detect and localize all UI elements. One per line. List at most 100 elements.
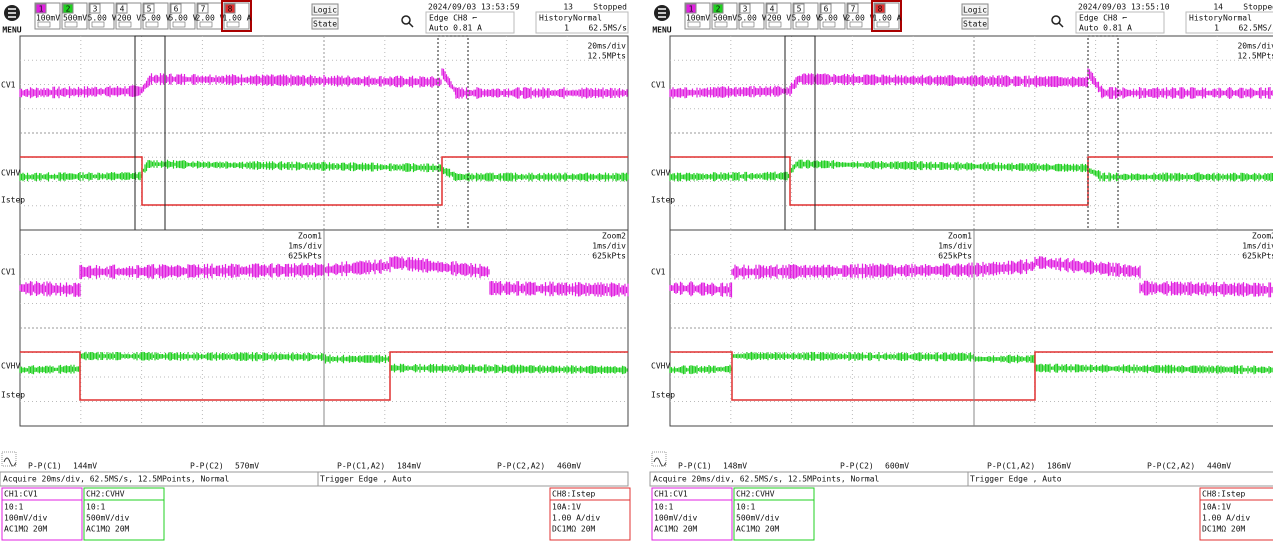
trace-label: Istep [1,196,25,205]
channel-scale: 5.00 V [169,14,198,23]
channel-button[interactable]: 55.00 V [142,3,171,29]
timebase: 20ms/div [1237,42,1273,51]
trace-label: CVHV [1,169,20,178]
acquire-info: Acquire 20ms/div, 62.5MS/s, 12.5MPoints,… [3,475,230,484]
acq-status: Stopped [593,3,627,12]
channel-button[interactable]: 72.00 V [846,3,875,29]
measure-label: P-P(C1) [678,462,712,471]
channel-info-probe: 10:1 [86,503,105,512]
measure-value: 186mV [1047,462,1071,471]
channel-number: 7 [851,5,856,14]
zoom-points: 625kPts [938,252,972,261]
channel-number: 4 [770,5,775,14]
channel-info-div: 1.00 A/div [1202,514,1250,523]
measure-value: 184mV [397,462,421,471]
channel-button[interactable]: 35.00 V [738,3,767,29]
zoom-icon-handle [1059,23,1063,27]
acquire-info: Acquire 20ms/div, 62.5MS/s, 12.5MPoints,… [653,475,880,484]
timebase: 20ms/div [587,42,626,51]
channel-info-div: 100mV/div [4,514,48,523]
trace-label: CV1 [1,81,16,90]
channel-button[interactable]: 81.00 A [872,1,902,31]
zoom-name: Zoom1 [948,232,972,241]
channel-number: 1 [39,5,44,14]
measure-label: P-P(C1) [28,462,62,471]
trigger-source: Edge CH8 ⌐ [1079,14,1127,23]
measure-icon [4,458,16,466]
channel-scale: 200 V [767,14,791,23]
history-count: 1 [564,24,569,33]
channel-number: 5 [147,5,152,14]
zoom-timebase: 1ms/div [288,242,322,251]
screenshot: MENU1100mV2500mV35.00 V4200 V55.00 V65.0… [0,0,1273,542]
measure-value: 144mV [73,462,97,471]
channel-info-probe: 10A:1V [552,503,581,512]
channel-scale: 1.00 A [223,14,252,23]
channel-info-coupling: AC1MΩ 20M [736,525,780,534]
channel-scale: 5.00 V [142,14,171,23]
measure-value: 440mV [1207,462,1231,471]
menu-label: MENU [652,26,671,35]
channel-scale: 5.00 V [792,14,821,23]
measure-label: P-P(C1,A2) [337,462,385,471]
sample-rate: 62.5MS/s [1238,24,1273,33]
trace-label: CV1 [1,268,16,277]
zoom-points: 625kPts [288,252,322,261]
measure-value: 460mV [557,462,581,471]
state-label: State [963,20,987,29]
channel-info-name: CH2:CVHV [86,490,125,499]
zoom-icon[interactable] [1052,16,1060,24]
channel-number: 7 [201,5,206,14]
zoom-timebase: 1ms/div [1242,242,1273,251]
measure-label: P-P(C1,A2) [987,462,1035,471]
logic-label: Logic [313,6,337,15]
acq-count: 13 [563,3,573,12]
channel-button[interactable]: 55.00 V [792,3,821,29]
channel-info-coupling: AC1MΩ 20M [4,525,48,534]
history-count: 1 [1214,24,1219,33]
channel-info-coupling: AC1MΩ 20M [86,525,130,534]
zoom-name: Zoom2 [1252,232,1273,241]
timestamp: 2024/09/03 13:53:59 [428,3,520,12]
measure-label: P-P(C2,A2) [1147,462,1195,471]
channel-info[interactable]: CH2:CVHV 10:1 500mV/div AC1MΩ 20M [84,488,164,540]
channel-button[interactable]: 35.00 V [88,3,117,29]
trace-label: CV1 [651,81,666,90]
acq-mode: Normal [1223,14,1252,23]
channel-info-coupling: AC1MΩ 20M [654,525,698,534]
channel-button[interactable]: 65.00 V [169,3,198,29]
channel-button[interactable]: 72.00 V [196,3,225,29]
channel-number: 3 [743,5,748,14]
measure-icon [654,458,666,466]
trigger-info: Trigger Edge , Auto [970,475,1062,484]
trigger-level: Auto 0.81 A [429,24,482,33]
trace-label: CVHV [651,169,670,178]
channel-scale: 100mV [36,14,60,23]
channel-button[interactable]: 81.00 A [222,1,252,31]
channel-info-div: 500mV/div [86,514,130,523]
channel-info-probe: 10:1 [736,503,755,512]
trigger-level: Auto 0.81 A [1079,24,1132,33]
channel-number: 4 [120,5,125,14]
channel-button[interactable]: 65.00 V [819,3,848,29]
state-label: State [313,20,337,29]
trigger-source: Edge CH8 ⌐ [429,14,477,23]
channel-info-name: CH2:CVHV [736,490,775,499]
menu-label: MENU [2,26,21,35]
channel-number: 2 [716,5,721,14]
channel-scale: 2.00 V [846,14,875,23]
channel-number: 5 [797,5,802,14]
zoom-icon[interactable] [402,16,410,24]
sample-rate: 62.5MS/s [588,24,627,33]
